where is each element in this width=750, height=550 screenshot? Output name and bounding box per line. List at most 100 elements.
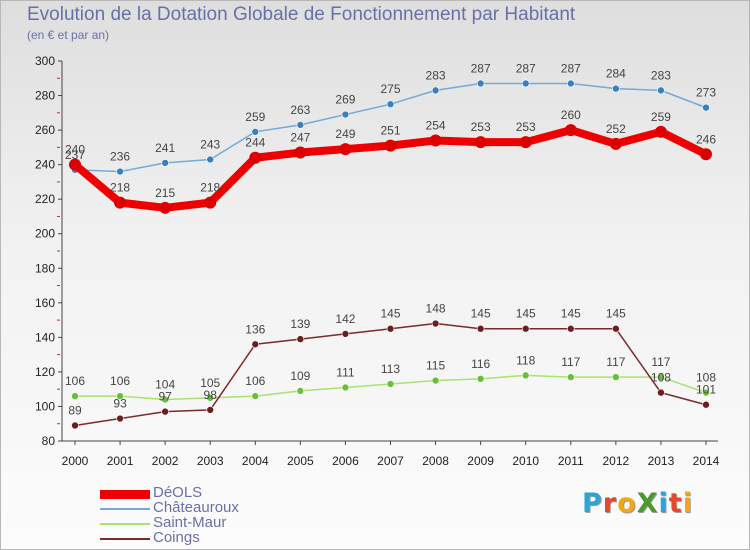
- data-point-chateauroux: [657, 86, 665, 95]
- data-label-coings: 93: [113, 397, 127, 411]
- legend-label-chateauroux: Châteauroux: [153, 499, 239, 516]
- x-tick-label: 2011: [558, 454, 584, 468]
- data-point-coings: [206, 406, 215, 414]
- data-label-coings: 145: [606, 307, 626, 321]
- data-label-deols: 215: [155, 186, 175, 200]
- data-label-chateauroux: 269: [335, 93, 355, 107]
- data-point-deols: [654, 125, 667, 138]
- data-point-coings: [71, 421, 79, 430]
- data-point-deols: [609, 137, 622, 150]
- data-label-saintmaur: 116: [471, 357, 490, 371]
- y-tick-label: 80: [42, 434, 56, 448]
- data-point-saintmaur: [251, 392, 260, 400]
- data-point-deols: [204, 196, 217, 209]
- data-point-saintmaur: [386, 380, 395, 388]
- data-point-coings: [386, 324, 395, 333]
- x-tick-label: 2010: [512, 454, 539, 468]
- data-point-coings: [566, 324, 575, 333]
- data-label-deols: 253: [471, 120, 491, 134]
- y-tick-label: 100: [35, 399, 55, 413]
- y-tick-label: 200: [35, 227, 55, 241]
- data-label-deols: 247: [290, 131, 310, 145]
- legend-swatch-deols: [100, 489, 150, 499]
- x-tick-label: 2000: [62, 454, 89, 468]
- data-label-coings: 142: [335, 312, 355, 326]
- data-label-chateauroux: 283: [651, 68, 671, 82]
- data-label-saintmaur: 106: [245, 374, 265, 388]
- proxiti-logo: ProXiti: [582, 488, 693, 519]
- data-label-coings: 108: [651, 371, 671, 385]
- data-point-saintmaur: [612, 373, 620, 381]
- legend-swatch-saintmaur: [100, 523, 150, 525]
- y-tick-label: 260: [35, 123, 55, 137]
- data-label-coings: 98: [204, 388, 218, 402]
- data-point-chateauroux: [612, 84, 620, 93]
- data-label-deols: 253: [516, 120, 536, 134]
- data-label-deols: 259: [651, 110, 671, 124]
- x-tick-label: 2007: [377, 454, 404, 468]
- data-label-coings: 136: [245, 322, 265, 336]
- data-point-chateauroux: [566, 79, 575, 88]
- data-point-deols: [519, 136, 532, 149]
- data-label-coings: 145: [561, 307, 581, 321]
- logo-letter: o: [617, 488, 637, 519]
- data-point-chateauroux: [521, 79, 530, 88]
- data-point-chateauroux: [431, 86, 440, 95]
- data-label-chateauroux: 241: [155, 141, 175, 155]
- logo-letter: i: [658, 488, 669, 519]
- data-point-chateauroux: [386, 100, 395, 108]
- data-label-deols: 246: [696, 132, 716, 146]
- data-point-coings: [476, 324, 485, 333]
- data-point-deols: [564, 124, 577, 137]
- data-label-saintmaur: 117: [561, 355, 580, 369]
- data-label-chateauroux: 287: [471, 61, 491, 75]
- x-tick-label: 2014: [693, 454, 720, 468]
- data-point-saintmaur: [116, 392, 124, 400]
- data-label-coings: 139: [290, 317, 310, 331]
- data-point-saintmaur: [657, 373, 665, 381]
- data-label-saintmaur: 118: [516, 353, 535, 367]
- data-label-coings: 145: [380, 307, 400, 321]
- y-tick-label: 140: [35, 330, 55, 344]
- x-tick-label: 2013: [648, 454, 675, 468]
- legend-label-saintmaur: Saint-Maur: [153, 514, 227, 531]
- logo-letter: i: [682, 488, 693, 519]
- legend-swatch-chateauroux: [100, 508, 150, 510]
- data-label-deols: 252: [606, 122, 626, 136]
- y-tick-label: 280: [35, 89, 55, 103]
- chart-subtitle: (en € et par an): [27, 28, 110, 42]
- data-label-saintmaur: 108: [696, 371, 716, 385]
- data-point-coings: [521, 324, 530, 333]
- data-point-chateauroux: [476, 79, 485, 88]
- y-tick-label: 120: [35, 365, 55, 379]
- x-tick-label: 2006: [332, 454, 359, 468]
- data-label-deols: 251: [380, 124, 400, 138]
- data-point-coings: [431, 319, 440, 328]
- data-point-coings: [161, 407, 169, 416]
- data-point-saintmaur: [296, 387, 305, 395]
- data-point-saintmaur: [702, 388, 710, 397]
- data-point-chateauroux: [341, 110, 350, 119]
- data-label-saintmaur: 115: [426, 359, 445, 373]
- data-label-deols: 260: [561, 108, 581, 122]
- x-tick-label: 2009: [467, 454, 494, 468]
- y-tick-label: 300: [35, 54, 55, 68]
- y-tick-label: 240: [35, 158, 55, 172]
- data-point-deols: [294, 146, 307, 159]
- data-label-chateauroux: 287: [561, 61, 581, 75]
- data-label-deols: 254: [426, 118, 446, 132]
- data-label-coings: 145: [516, 307, 536, 321]
- data-point-coings: [116, 414, 124, 423]
- data-point-deols: [474, 136, 487, 149]
- data-label-deols: 218: [200, 181, 220, 195]
- data-point-chateauroux: [251, 128, 260, 136]
- data-point-saintmaur: [341, 383, 350, 392]
- data-label-deols: 249: [335, 127, 355, 141]
- data-label-saintmaur: 113: [381, 362, 400, 376]
- data-label-saintmaur: 111: [336, 365, 355, 379]
- data-label-saintmaur: 117: [651, 355, 670, 369]
- data-label-chateauroux: 275: [380, 82, 400, 96]
- data-point-saintmaur: [566, 373, 575, 381]
- data-point-deols: [429, 134, 442, 147]
